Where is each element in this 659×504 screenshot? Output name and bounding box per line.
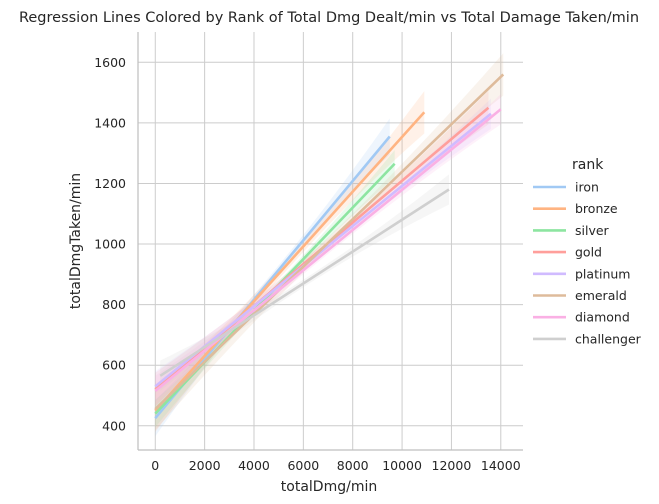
y-tick-label: 800 <box>102 297 126 312</box>
regression-line-diamond <box>154 108 502 392</box>
x-axis-label: totalDmg/min <box>281 479 377 495</box>
x-tick-label: 8000 <box>337 458 369 473</box>
grid <box>138 32 523 450</box>
x-tick-label: 14000 <box>481 458 521 473</box>
regression-line-challenger <box>159 188 450 377</box>
y-tick-label: 1000 <box>94 237 126 252</box>
regression-lines <box>154 73 505 420</box>
y-tick-label: 600 <box>102 358 126 373</box>
chart-title: Regression Lines Colored by Rank of Tota… <box>19 10 639 26</box>
y-tick-label: 1400 <box>94 115 126 130</box>
legend-label-bronze: bronze <box>575 201 618 216</box>
legend: rank iron bronze silver gold platinum emerald… <box>533 157 642 346</box>
legend-label-iron: iron <box>575 180 599 195</box>
y-tick-label: 1600 <box>94 55 126 70</box>
axes <box>137 32 523 451</box>
x-tick-label: 0 <box>151 458 159 473</box>
legend-label-emerald: emerald <box>575 288 627 303</box>
regression-line-emerald <box>154 73 505 411</box>
x-tick-label: 4000 <box>238 458 270 473</box>
legend-label-silver: silver <box>575 223 610 238</box>
y-ticks: 400 600 800 1000 1200 1400 1600 <box>94 55 126 433</box>
legend-label-gold: gold <box>575 245 602 260</box>
legend-label-challenger: challenger <box>575 331 642 346</box>
legend-label-platinum: platinum <box>575 266 630 281</box>
regression-line-bronze <box>154 111 426 412</box>
x-tick-label: 10000 <box>382 458 422 473</box>
regression-line-platinum <box>154 112 492 388</box>
x-ticks: 0 2000 4000 6000 8000 10000 12000 14000 <box>151 458 520 473</box>
x-tick-label: 6000 <box>287 458 319 473</box>
x-tick-label: 12000 <box>432 458 472 473</box>
y-tick-label: 400 <box>102 418 126 433</box>
y-tick-label: 1200 <box>94 176 126 191</box>
legend-title: rank <box>572 157 604 173</box>
legend-label-diamond: diamond <box>575 310 630 325</box>
y-axis-label: totalDmgTaken/min <box>68 173 84 309</box>
x-tick-label: 2000 <box>189 458 221 473</box>
